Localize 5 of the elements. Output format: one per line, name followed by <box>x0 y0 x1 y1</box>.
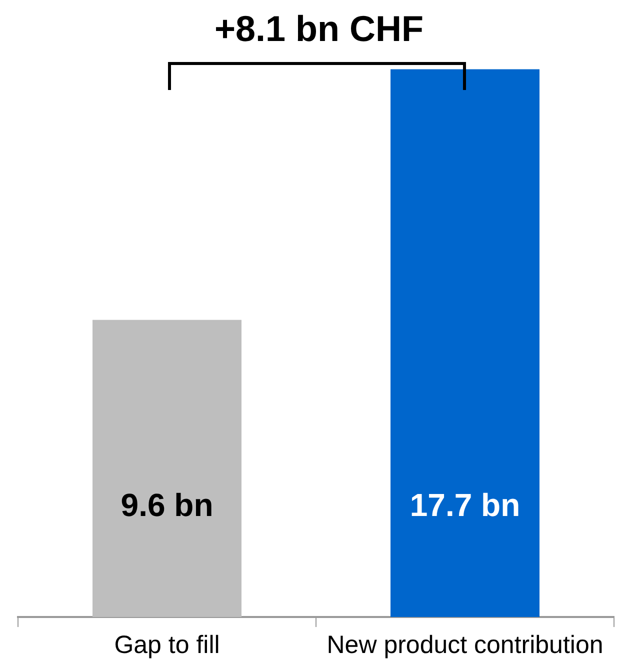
data-label: 9.6 bn <box>120 486 214 523</box>
data-label: 17.7 bn <box>410 486 520 523</box>
x-tick-label: Gap to fill <box>114 630 220 659</box>
text: +8.1 bn CHF <box>213 8 425 50</box>
x-tick-label: New product contribution <box>326 630 604 659</box>
